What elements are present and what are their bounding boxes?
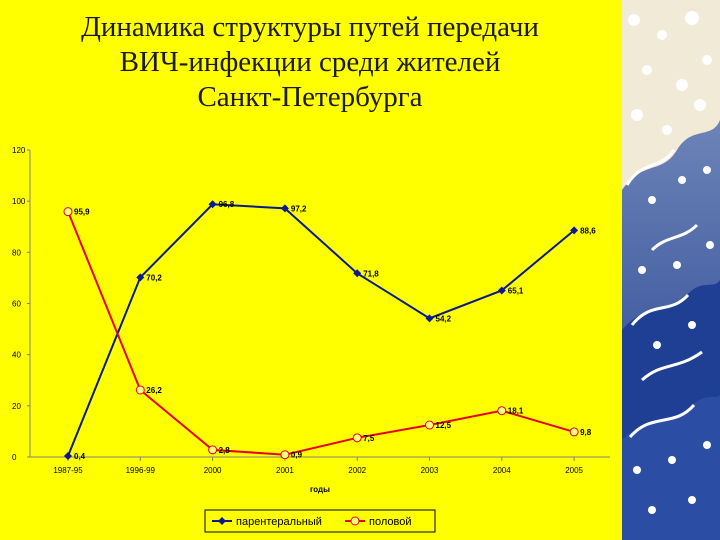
title-line-1: Динамика структуры путей передачи [81,11,539,43]
data-point-marker [425,420,434,430]
y-tick-label: 80 [12,248,21,257]
y-tick-label: 40 [12,351,21,360]
x-tick-label: 2004 [493,466,511,475]
x-tick-label: 2005 [565,466,583,475]
x-tick-label: 2000 [204,466,222,475]
data-label: 12,5 [436,421,452,430]
data-point-marker [63,207,73,217]
x-tick-label: 1996-99 [126,466,156,475]
y-tick-label: 100 [12,197,26,206]
data-point-marker [497,286,506,295]
data-label: 71,8 [363,269,379,278]
data-point-marker [280,204,289,213]
data-label: 97,2 [291,204,307,213]
data-point-marker [280,450,290,460]
legend-box [204,509,436,533]
data-point-marker [425,314,434,323]
data-label: 26,2 [146,386,162,395]
y-tick-labels: 0 20 40 60 80 100 120 [12,146,30,462]
series-line [67,203,575,457]
x-tick-label: 2003 [421,466,439,475]
title-line-2: ВИЧ-инфекции среди жителей [119,46,501,78]
y-tick-label: 60 [12,300,21,309]
legend-label-parenteral: парентеральный [236,516,322,528]
data-point-marker [136,273,145,282]
series-line [67,211,575,456]
data-label: 0,4 [74,452,86,461]
data-point-marker [208,200,217,209]
y-tick-label: 0 [12,453,17,462]
data-label: 96,8 [219,200,235,209]
data-label: 54,2 [436,314,452,323]
line-chart: 0 20 40 60 80 100 120 1987-95 1996-99 2000 2001 20… [12,146,610,533]
x-tick-label: 2001 [276,466,294,475]
y-tick-label: 20 [12,402,21,411]
series-sexual: 95,9 26,2 2,8 0,9 7,5 12,5 18,1 9,8 [63,207,592,460]
data-label: 70,2 [146,273,162,282]
legend-label-sexual: половой [369,516,411,528]
data-label: 9,8 [580,428,592,437]
data-label: 95,9 [74,208,90,217]
data-point-marker [208,445,218,455]
data-point-marker [64,451,72,460]
x-tick-label: 2002 [348,466,366,475]
data-label: 0,9 [291,451,303,460]
x-axis-title: годы [310,485,330,494]
x-tick-label: 1987-95 [53,466,83,475]
data-point-marker [570,226,579,235]
legend-swatch-marker-parenteral [218,517,226,525]
legend: парентеральный половой [204,509,436,533]
data-label: 7,5 [363,434,375,443]
y-tick-label: 120 [12,146,26,155]
wave-decoration [622,0,720,540]
series-layer: 0,4 70,2 96,8 97,2 71,8 54,2 65,1 88,6 95,9 26,2 2… [63,200,596,461]
data-point-marker [353,269,362,278]
data-point-marker [497,406,507,416]
x-tick-labels: 1987-95 1996-99 2000 2001 2002 2003 2004 2005 [53,457,584,475]
data-point-marker [135,385,145,395]
slide-title: Динамика структуры путей передачи ВИЧ-ин… [10,10,610,115]
series-parenteral: 0,4 70,2 96,8 97,2 71,8 54,2 65,1 88,6 [64,200,596,461]
data-label: 18,1 [508,407,524,416]
data-label: 2,8 [219,446,231,455]
data-label: 88,6 [580,226,596,235]
title-line-3: Санкт-Петербурга [197,81,423,113]
legend-swatch-marker-sexual [350,516,360,526]
data-point-marker [352,433,362,443]
data-label: 65,1 [508,286,524,295]
data-point-marker [569,427,579,437]
